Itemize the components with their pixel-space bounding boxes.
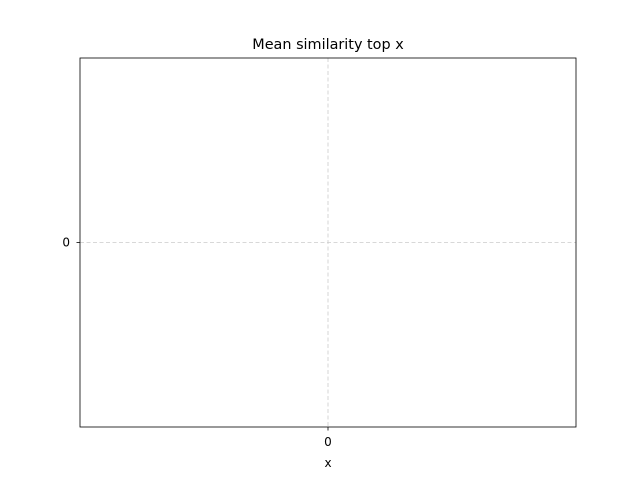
axis-ticks: 00 xyxy=(62,236,331,450)
y-tick-label: 0 xyxy=(62,236,70,250)
x-axis-label: x xyxy=(324,456,331,470)
chart-title: Mean similarity top x xyxy=(252,37,404,53)
grid xyxy=(80,58,576,427)
x-tick-label: 0 xyxy=(324,435,332,449)
